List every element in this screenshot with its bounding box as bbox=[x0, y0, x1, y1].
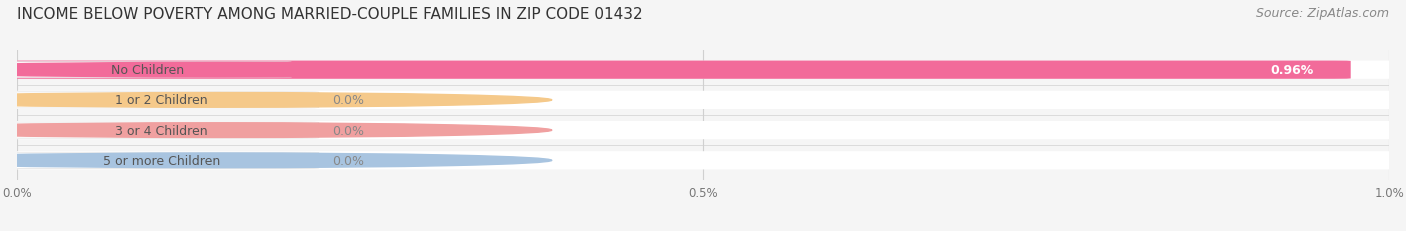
Text: No Children: No Children bbox=[111, 64, 184, 77]
Circle shape bbox=[0, 123, 551, 138]
FancyBboxPatch shape bbox=[0, 91, 1406, 109]
Text: 0.96%: 0.96% bbox=[1271, 64, 1313, 77]
FancyBboxPatch shape bbox=[0, 61, 1406, 79]
Circle shape bbox=[0, 93, 551, 108]
FancyBboxPatch shape bbox=[4, 62, 291, 78]
FancyBboxPatch shape bbox=[4, 153, 319, 169]
Text: 3 or 4 Children: 3 or 4 Children bbox=[115, 124, 208, 137]
Text: Source: ZipAtlas.com: Source: ZipAtlas.com bbox=[1256, 7, 1389, 20]
FancyBboxPatch shape bbox=[4, 92, 319, 109]
FancyBboxPatch shape bbox=[0, 61, 1351, 79]
Circle shape bbox=[0, 153, 551, 168]
Circle shape bbox=[0, 63, 551, 78]
Text: 0.0%: 0.0% bbox=[332, 94, 364, 107]
FancyBboxPatch shape bbox=[0, 152, 1406, 170]
FancyBboxPatch shape bbox=[4, 122, 319, 139]
Text: 0.0%: 0.0% bbox=[332, 124, 364, 137]
Text: INCOME BELOW POVERTY AMONG MARRIED-COUPLE FAMILIES IN ZIP CODE 01432: INCOME BELOW POVERTY AMONG MARRIED-COUPL… bbox=[17, 7, 643, 22]
Text: 1 or 2 Children: 1 or 2 Children bbox=[115, 94, 208, 107]
Text: 0.0%: 0.0% bbox=[332, 154, 364, 167]
Text: 5 or more Children: 5 or more Children bbox=[103, 154, 221, 167]
FancyBboxPatch shape bbox=[0, 122, 1406, 140]
